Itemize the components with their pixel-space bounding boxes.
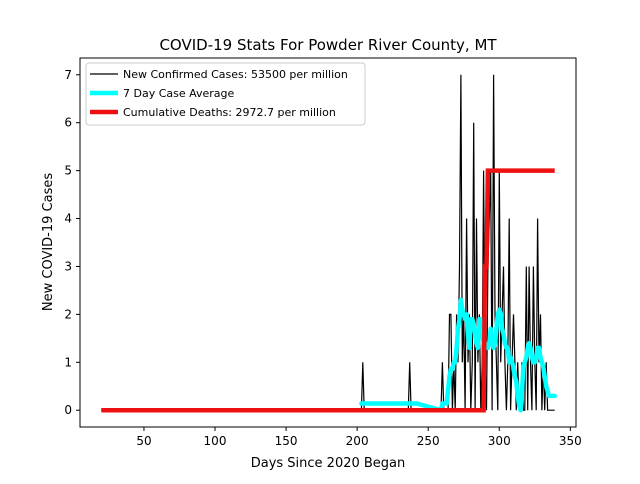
legend-label-deaths: Cumulative Deaths: 2972.7 per million	[123, 106, 336, 119]
legend-box	[85, 62, 366, 126]
series-line-deaths	[101, 168, 555, 413]
x-tick-label: 200	[346, 434, 369, 448]
y-tick-label: 3	[64, 259, 72, 273]
x-axis-label: Days Since 2020 Began	[251, 456, 406, 471]
y-axis: 0 1 2 3 4 5 6 7	[64, 68, 80, 417]
y-tick-label: 7	[64, 68, 72, 82]
plot-area	[101, 74, 557, 413]
x-axis: 50 100 150 200 250 300 350	[136, 427, 582, 448]
legend-label-cases: New Confirmed Cases: 53500 per million	[123, 68, 348, 81]
x-tick-label: 250	[417, 434, 440, 448]
x-tick-label: 100	[204, 434, 227, 448]
x-tick-label: 150	[275, 434, 298, 448]
plot-frame	[79, 57, 577, 428]
series-line-cases	[101, 74, 555, 411]
y-tick-label: 2	[64, 307, 72, 321]
x-tick-label: 50	[136, 434, 151, 448]
y-tick-label: 6	[64, 116, 72, 130]
legend: New Confirmed Cases: 53500 per million 7 …	[85, 62, 366, 126]
chart-title: COVID-19 Stats For Powder River County, …	[159, 36, 497, 54]
y-tick-label: 5	[64, 164, 72, 178]
x-tick-label: 300	[488, 434, 511, 448]
y-tick-label: 0	[64, 403, 72, 417]
legend-label-avg: 7 Day Case Average	[123, 87, 235, 100]
y-axis-label: New COVID-19 Cases	[41, 173, 56, 311]
y-tick-label: 4	[64, 212, 72, 226]
series-line-avg	[359, 297, 557, 413]
y-tick-label: 1	[64, 355, 72, 369]
x-tick-label: 350	[559, 434, 582, 448]
